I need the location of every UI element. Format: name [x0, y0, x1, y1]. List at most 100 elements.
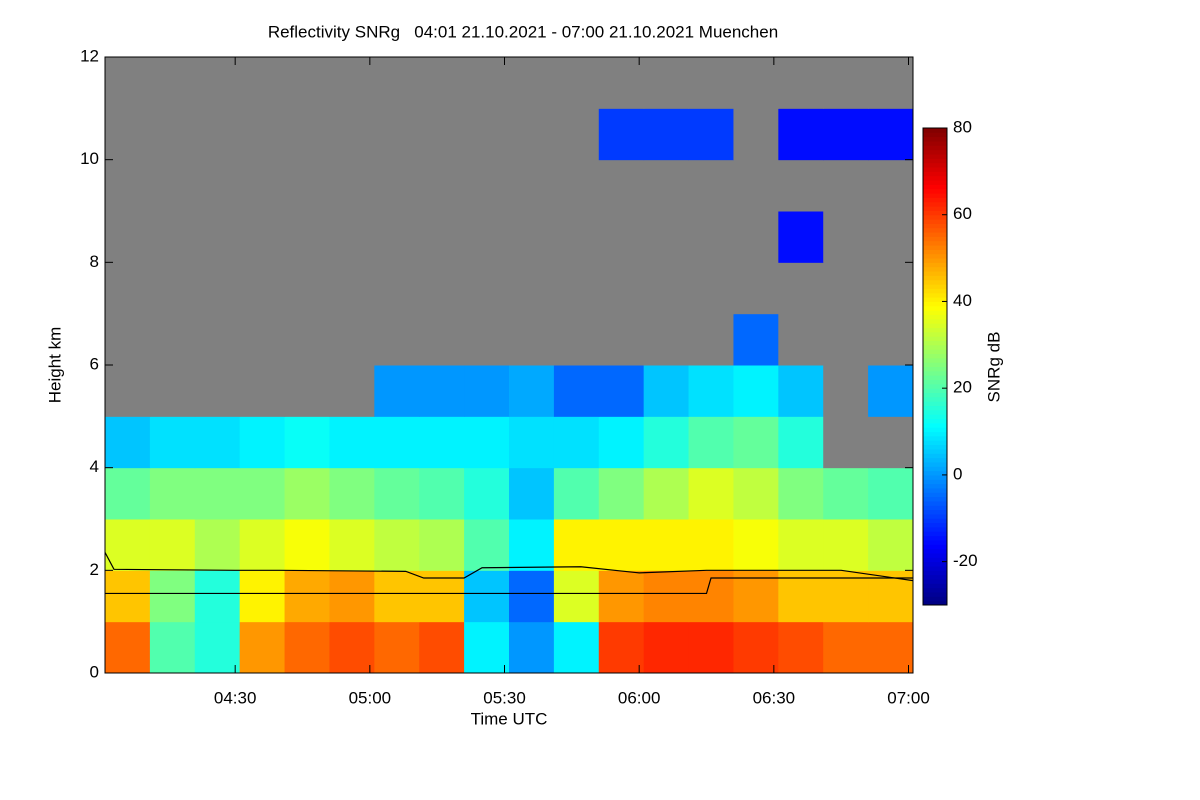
- heatmap-cell: [733, 159, 779, 212]
- heatmap-cell: [778, 570, 824, 623]
- heatmap-cell: [868, 262, 914, 315]
- colorbar-swatch: [923, 145, 947, 151]
- colorbar-swatch: [923, 318, 947, 324]
- heatmap-cell: [419, 467, 465, 520]
- heatmap-cell: [464, 416, 510, 469]
- colorbar-swatch: [923, 288, 947, 294]
- heatmap-cell: [239, 416, 286, 469]
- heatmap-cell: [419, 159, 465, 212]
- colorbar-swatch: [923, 297, 947, 302]
- heatmap-cell: [643, 159, 690, 212]
- colorbar-frame: [922, 127, 948, 606]
- heatmap-cell: [239, 262, 286, 315]
- colorbar-swatch: [923, 509, 947, 515]
- heatmap-cell: [239, 159, 286, 212]
- heatmap-cell: [598, 570, 645, 623]
- y-tick-label: 2: [90, 560, 99, 579]
- colorbar-swatch: [923, 314, 947, 320]
- heatmap-cell: [284, 108, 330, 161]
- heatmap-cell: [464, 313, 510, 366]
- colorbar-swatch: [923, 197, 947, 203]
- heatmap-cell: [329, 57, 375, 109]
- colorbar-swatch: [923, 362, 947, 367]
- colorbar-swatch: [923, 327, 947, 333]
- heatmap-cell: [329, 621, 375, 674]
- colorbar-swatch: [923, 136, 947, 142]
- heatmap-cell: [778, 159, 824, 212]
- colorbar-swatch: [923, 405, 947, 411]
- colorbar-swatch: [923, 232, 947, 237]
- colorbar-swatch: [923, 249, 947, 255]
- heatmap-cell: [149, 262, 196, 315]
- heatmap-cell: [329, 416, 375, 469]
- colorbar-swatch: [923, 483, 947, 489]
- heatmap-cell: [733, 621, 779, 674]
- heatmap-cell: [149, 211, 196, 263]
- heatmap-cell: [553, 262, 600, 315]
- colorbar-swatch: [923, 219, 947, 224]
- colorbar-swatch: [923, 388, 947, 394]
- heatmap-cell: [643, 108, 690, 161]
- colorbar-swatch: [923, 167, 947, 172]
- colorbar-swatch: [923, 561, 947, 567]
- heatmap-cell: [419, 262, 465, 315]
- heatmap-cell: [194, 211, 241, 263]
- heatmap-cell: [643, 57, 690, 109]
- heatmap-cell: [105, 519, 151, 571]
- heatmap-cell: [778, 467, 824, 520]
- heatmap-cell: [868, 57, 914, 109]
- heatmap-cell: [419, 211, 465, 263]
- heatmap-cell: [868, 416, 914, 469]
- colorbar-swatch: [923, 201, 947, 207]
- heatmap-cell: [509, 621, 555, 674]
- colorbar-swatch: [923, 214, 947, 220]
- heatmap-cell: [778, 262, 824, 315]
- heatmap-cell: [643, 211, 690, 263]
- heatmap-cell: [823, 313, 869, 366]
- heatmap-cell: [464, 211, 510, 263]
- heatmap-cell: [464, 467, 510, 520]
- colorbar-swatch: [923, 574, 947, 580]
- heatmap-cell: [464, 570, 510, 623]
- heatmap-cell: [464, 108, 510, 161]
- heatmap-cell: [374, 519, 420, 571]
- heatmap-cell: [105, 313, 151, 366]
- colorbar-swatch: [923, 448, 947, 454]
- colorbar-swatch: [923, 336, 947, 341]
- heatmap-cell: [509, 211, 555, 263]
- colorbar-swatch: [923, 141, 947, 146]
- heatmap-cell: [464, 57, 510, 109]
- colorbar-swatch: [923, 578, 947, 584]
- heatmap-cell: [419, 57, 465, 109]
- heatmap-cell: [194, 159, 241, 212]
- heatmap-cell: [374, 108, 420, 161]
- heatmap-cell: [733, 211, 779, 263]
- x-tick-label: 06:30: [753, 688, 796, 707]
- heatmap-cell: [194, 519, 241, 571]
- heatmap-cell: [194, 621, 241, 674]
- colorbar-swatch: [923, 375, 947, 381]
- colorbar-swatch: [923, 331, 947, 337]
- heatmap-cell: [823, 416, 869, 469]
- heatmap-cell: [688, 467, 734, 520]
- heatmap-cell: [509, 570, 555, 623]
- heatmap-cell: [419, 519, 465, 571]
- heatmap-cell: [643, 416, 690, 469]
- heatmap-cell: [509, 467, 555, 520]
- heatmap-cell: [778, 621, 824, 674]
- heatmap-cell: [105, 416, 151, 469]
- colorbar-swatch: [923, 401, 947, 407]
- colorbar-swatch: [923, 132, 947, 138]
- heatmap-cell: [598, 211, 645, 263]
- heatmap-cell: [284, 519, 330, 571]
- heatmap-cell: [105, 570, 151, 623]
- colorbar-swatch: [923, 340, 947, 346]
- colorbar-swatch: [923, 522, 947, 528]
- heatmap-cell: [509, 108, 555, 161]
- heatmap-cell: [149, 467, 196, 520]
- heatmap-cell: [733, 467, 779, 520]
- colorbar-swatch: [923, 513, 947, 519]
- colorbar-swatch: [923, 258, 947, 263]
- heatmap-cell: [598, 108, 645, 161]
